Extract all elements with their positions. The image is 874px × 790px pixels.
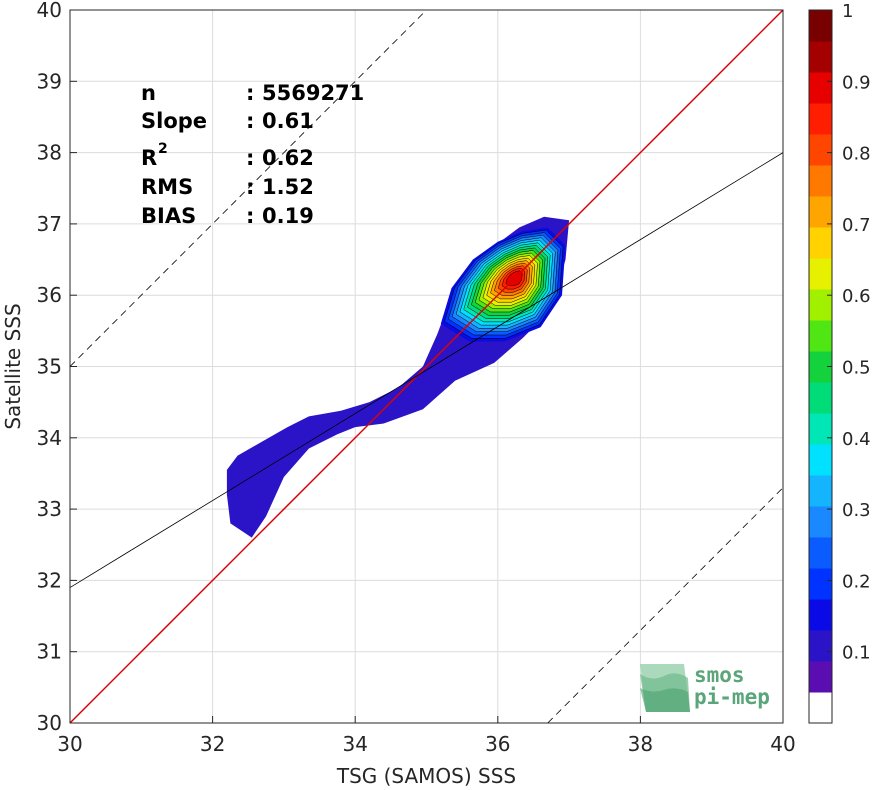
colorbar-segment <box>809 351 832 383</box>
reference-lines <box>69 9 784 724</box>
y-tick-label: 35 <box>37 355 62 379</box>
colorbar-tick-label: 0.9 <box>842 72 871 93</box>
colorbar-tick-label: 0.4 <box>842 429 871 450</box>
colorbar-tick-label: 0.2 <box>842 571 871 592</box>
stat-value: 1.52 <box>262 175 314 199</box>
colorbar-segment <box>809 382 832 414</box>
colorbar <box>808 9 833 724</box>
y-tick-label: 31 <box>37 640 62 664</box>
colorbar-tick-label: 0.6 <box>842 286 871 307</box>
colorbar-segment <box>809 258 832 290</box>
colorbar-tick-label: 1 <box>842 1 853 22</box>
colorbar-segment <box>809 10 832 42</box>
x-tick-label: 30 <box>57 732 82 756</box>
colorbar-segment <box>809 320 832 352</box>
colorbar-segment <box>809 196 832 228</box>
stat-label: RMS <box>141 175 193 199</box>
stat-superscript: 2 <box>158 141 168 157</box>
colorbar-segment <box>809 599 832 631</box>
colorbar-segment <box>809 103 832 135</box>
colorbar-segment <box>809 165 832 197</box>
colorbar-segment <box>809 692 832 724</box>
x-axis-ticks: 30 32 34 36 38 40 <box>57 716 796 756</box>
y-tick-label: 30 <box>37 711 62 735</box>
y-tick-label: 36 <box>37 283 62 307</box>
colorbar-segment <box>809 41 832 73</box>
colorbar-segment <box>809 568 832 600</box>
stat-value: 5569271 <box>262 81 364 105</box>
colorbar-segment <box>809 537 832 569</box>
x-tick-label: 36 <box>485 732 510 756</box>
colorbar-segment <box>809 661 832 693</box>
colorbar-segment <box>809 134 832 166</box>
identity-line <box>69 9 784 724</box>
stat-value: 0.19 <box>262 204 314 228</box>
offset-lower-line <box>547 487 784 724</box>
y-axis-ticks: 30 31 32 33 34 35 36 37 38 39 40 <box>37 0 77 735</box>
stat-separator: : <box>246 146 254 170</box>
x-tick-label: 32 <box>200 732 225 756</box>
colorbar-tick-label: 0.3 <box>842 500 871 521</box>
y-tick-label: 37 <box>37 212 62 236</box>
offset-upper-line <box>69 9 427 367</box>
x-tick-label: 40 <box>770 732 795 756</box>
stat-value: 0.61 <box>262 109 314 133</box>
colorbar-tick-label: 0.1 <box>842 643 871 664</box>
colorbar-segment <box>809 413 832 445</box>
colorbar-ticks: 0.1 0.2 0.3 0.4 0.5 0.6 0.7 0.8 0.9 1 <box>827 1 871 664</box>
y-tick-label: 33 <box>37 497 62 521</box>
stat-label: R <box>141 146 157 170</box>
colorbar-tick-label: 0.8 <box>842 144 871 165</box>
fit-line <box>69 152 784 588</box>
colorbar-segment <box>809 444 832 476</box>
colorbar-segment <box>809 506 832 538</box>
logo-waves-icon <box>640 664 690 712</box>
stat-label: n <box>141 81 156 105</box>
x-tick-label: 38 <box>628 732 653 756</box>
stat-label: Slope <box>141 109 207 133</box>
colorbar-tick-label: 0.5 <box>842 358 871 379</box>
stat-value: 0.62 <box>262 146 314 170</box>
colorbar-tick-label: 0.7 <box>842 215 871 236</box>
y-tick-label: 38 <box>37 141 62 165</box>
stat-separator: : <box>246 204 254 228</box>
logo-line-2: pi-mep <box>694 685 770 709</box>
density-contours <box>226 216 570 538</box>
stat-separator: : <box>246 109 254 133</box>
colorbar-segment <box>809 72 832 104</box>
stat-separator: : <box>246 175 254 199</box>
y-tick-label: 32 <box>37 568 62 592</box>
colorbar-segment <box>809 475 832 507</box>
stat-label: BIAS <box>141 204 196 228</box>
y-tick-label: 39 <box>37 69 62 93</box>
y-tick-label: 40 <box>37 0 62 22</box>
x-axis-label: TSG (SAMOS) SSS <box>336 764 516 788</box>
colorbar-segment <box>809 227 832 259</box>
smos-pi-mep-logo: smos pi-mep <box>640 663 770 712</box>
colorbar-segment <box>809 630 832 662</box>
logo-line-1: smos <box>694 663 745 687</box>
colorbar-segment <box>809 289 832 321</box>
y-tick-label: 34 <box>37 426 62 450</box>
y-axis-label: Satellite SSS <box>1 303 25 429</box>
x-tick-label: 34 <box>342 732 367 756</box>
stat-separator: : <box>246 81 254 105</box>
